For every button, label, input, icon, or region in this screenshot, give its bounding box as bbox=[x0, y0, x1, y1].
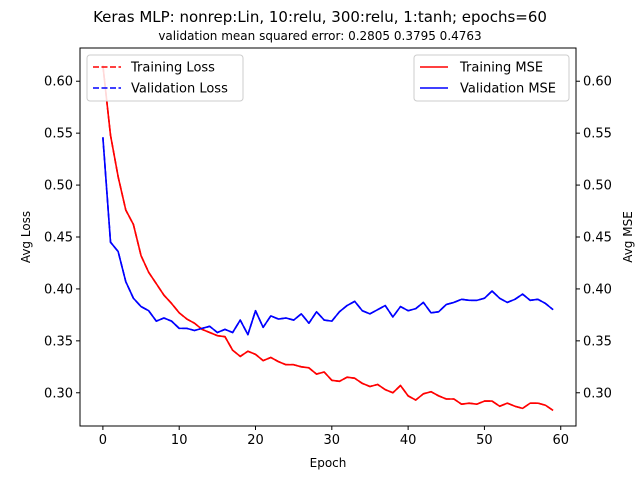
plot-series bbox=[102, 65, 554, 412]
series-line-validation-loss bbox=[102, 137, 554, 336]
y-left-tick-label: 0.35 bbox=[44, 334, 73, 349]
y-left-tick-label: 0.45 bbox=[44, 231, 73, 246]
y-axis-left: 0.30 0.35 0.40 0.45 0.50 0.55 0.60 bbox=[44, 75, 80, 401]
x-tick-label: 50 bbox=[476, 433, 493, 448]
series-line-training-loss bbox=[102, 65, 554, 412]
chart-subtitle: validation mean squared error: 0.2805 0.… bbox=[158, 29, 481, 43]
y-left-tick-label: 0.55 bbox=[44, 127, 73, 142]
legend-right: Training MSE Validation MSE bbox=[413, 54, 570, 102]
x-tick-label: 10 bbox=[171, 433, 188, 448]
x-tick-label: 30 bbox=[324, 433, 341, 448]
series-line-validation-mse bbox=[102, 137, 554, 336]
y-right-tick-label: 0.40 bbox=[583, 282, 612, 297]
y-right-tick-label: 0.35 bbox=[583, 334, 612, 349]
y-right-tick-label: 0.60 bbox=[583, 75, 612, 90]
x-axis-label: Epoch bbox=[310, 456, 347, 470]
legend-label-training-mse: Training MSE bbox=[459, 61, 543, 76]
x-tick-label: 20 bbox=[247, 433, 264, 448]
legend-label-validation-mse: Validation MSE bbox=[460, 82, 556, 97]
x-tick-label: 0 bbox=[99, 433, 107, 448]
x-axis: 0 10 20 30 40 50 60 bbox=[99, 426, 569, 448]
series-line-training-mse bbox=[102, 65, 554, 412]
x-tick-label: 40 bbox=[400, 433, 417, 448]
legend-left: Training Loss Validation Loss bbox=[86, 54, 244, 102]
legend-right-box bbox=[413, 54, 570, 102]
y-left-tick-label: 0.60 bbox=[44, 75, 73, 90]
y-right-tick-label: 0.45 bbox=[583, 231, 612, 246]
plot-frame bbox=[79, 47, 577, 427]
legend-label-training-loss: Training Loss bbox=[130, 61, 215, 76]
chart-title: Keras MLP: nonrep:Lin, 10:relu, 300:relu… bbox=[93, 8, 547, 26]
y-axis-left-label: Avg Loss bbox=[19, 211, 33, 263]
y-right-tick-label: 0.50 bbox=[583, 179, 612, 194]
y-left-tick-label: 0.40 bbox=[44, 282, 73, 297]
y-left-tick-label: 0.50 bbox=[44, 179, 73, 194]
y-axis-right-label: Avg MSE bbox=[621, 211, 635, 263]
x-tick-label: 60 bbox=[552, 433, 569, 448]
y-axis-right: 0.30 0.35 0.40 0.45 0.50 0.55 0.60 bbox=[576, 75, 612, 401]
legend-label-validation-loss: Validation Loss bbox=[131, 82, 228, 97]
y-right-tick-label: 0.30 bbox=[583, 386, 612, 401]
y-right-tick-label: 0.55 bbox=[583, 127, 612, 142]
legend-left-box bbox=[86, 54, 244, 102]
y-left-tick-label: 0.30 bbox=[44, 386, 73, 401]
